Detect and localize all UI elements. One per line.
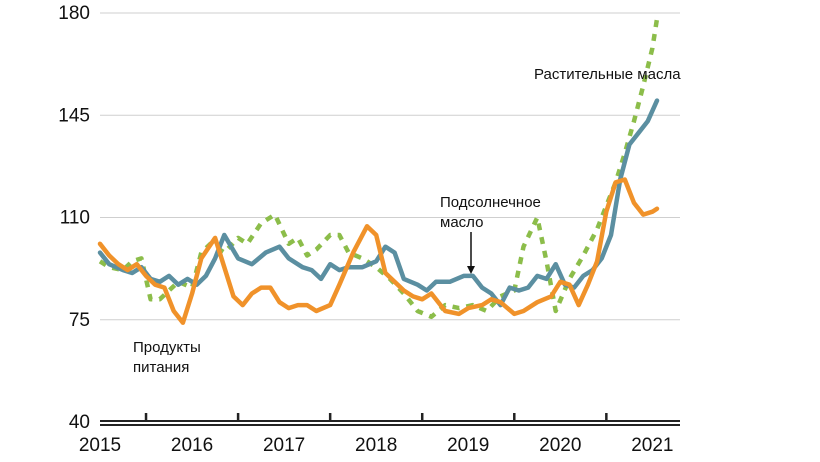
y-tick-label-110: 110 xyxy=(60,208,90,229)
x-tick-label-2015: 2015 xyxy=(79,435,121,456)
x-tick-label-2017: 2017 xyxy=(263,435,305,456)
x-axis xyxy=(100,413,680,426)
annotation-sunflower-line1: Подсолнечное xyxy=(440,194,541,211)
series-line-2 xyxy=(97,177,660,325)
annotation-vegoil: Растительные масла xyxy=(534,66,681,83)
y-tick-labels: 40 75 110 145 180 xyxy=(58,3,90,433)
x-tick-label-2018: 2018 xyxy=(355,435,397,456)
y-tick-label-40: 40 xyxy=(69,412,90,433)
series-line-0 xyxy=(98,18,660,320)
x-tick-label-2019: 2019 xyxy=(447,435,489,456)
grid-lines xyxy=(100,12,680,321)
annotation-arrowhead xyxy=(467,266,475,274)
annotation-food-line1: Продукты xyxy=(133,339,201,356)
y-tick-label-180: 180 xyxy=(58,3,90,24)
y-tick-label-75: 75 xyxy=(69,310,90,331)
series-lines xyxy=(97,18,660,325)
x-tick-label-2020: 2020 xyxy=(539,435,581,456)
y-tick-label-145: 145 xyxy=(58,105,90,126)
annotation-sunflower-line2: масло xyxy=(440,214,483,231)
x-tick-label-2016: 2016 xyxy=(171,435,213,456)
x-tick-labels: 2015 2016 2017 2018 2019 2020 2021 xyxy=(79,435,674,456)
x-tick-label-2021: 2021 xyxy=(631,435,673,456)
annotation-food-line2: питания xyxy=(133,359,189,376)
